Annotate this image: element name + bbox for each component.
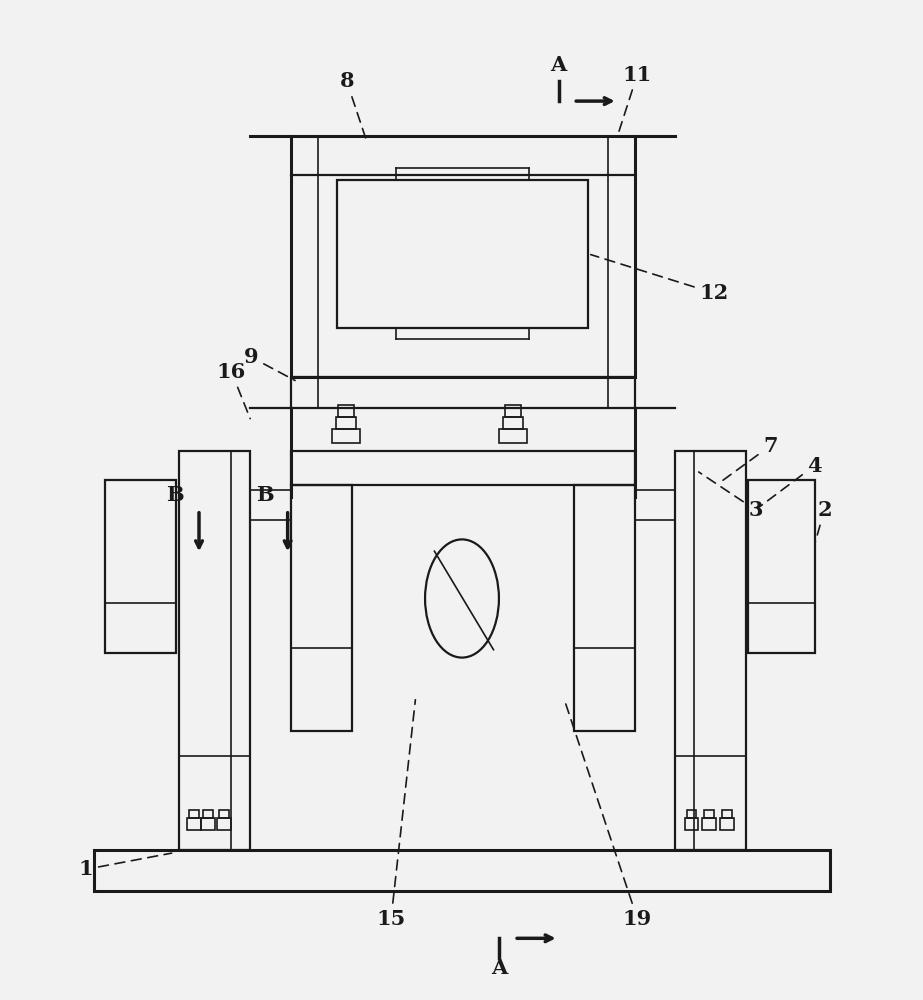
- Text: B: B: [257, 485, 274, 505]
- Text: 12: 12: [591, 255, 729, 303]
- Bar: [203, 810, 213, 818]
- Bar: [201, 818, 215, 830]
- Text: A: A: [491, 958, 508, 978]
- Bar: [687, 810, 697, 818]
- Bar: [336, 417, 355, 429]
- Text: 19: 19: [564, 700, 652, 929]
- Bar: [105, 480, 176, 653]
- Text: B: B: [165, 485, 183, 505]
- Bar: [574, 485, 635, 731]
- Text: A: A: [550, 55, 567, 75]
- Bar: [219, 810, 229, 818]
- Bar: [291, 451, 635, 485]
- Text: 1: 1: [78, 853, 172, 879]
- Text: 9: 9: [244, 347, 295, 381]
- Bar: [189, 810, 199, 818]
- Bar: [291, 485, 352, 731]
- Text: 11: 11: [618, 65, 652, 133]
- Bar: [720, 818, 734, 830]
- Text: 7: 7: [718, 436, 777, 484]
- Bar: [93, 850, 831, 891]
- Bar: [291, 377, 635, 408]
- Bar: [675, 451, 746, 850]
- Bar: [748, 480, 815, 653]
- Bar: [291, 136, 635, 377]
- Bar: [337, 180, 588, 328]
- Bar: [338, 405, 354, 417]
- Text: 2: 2: [815, 500, 832, 542]
- Text: 8: 8: [340, 71, 366, 138]
- Text: 15: 15: [377, 700, 415, 929]
- Bar: [685, 818, 699, 830]
- Text: 3: 3: [699, 472, 762, 520]
- Bar: [217, 818, 231, 830]
- Bar: [499, 429, 527, 443]
- Bar: [187, 818, 201, 830]
- Bar: [702, 818, 716, 830]
- Text: 4: 4: [758, 456, 821, 508]
- Bar: [503, 417, 523, 429]
- Bar: [505, 405, 521, 417]
- Bar: [704, 810, 714, 818]
- Bar: [722, 810, 732, 818]
- Bar: [179, 451, 250, 850]
- Text: 16: 16: [217, 362, 250, 419]
- Bar: [332, 429, 360, 443]
